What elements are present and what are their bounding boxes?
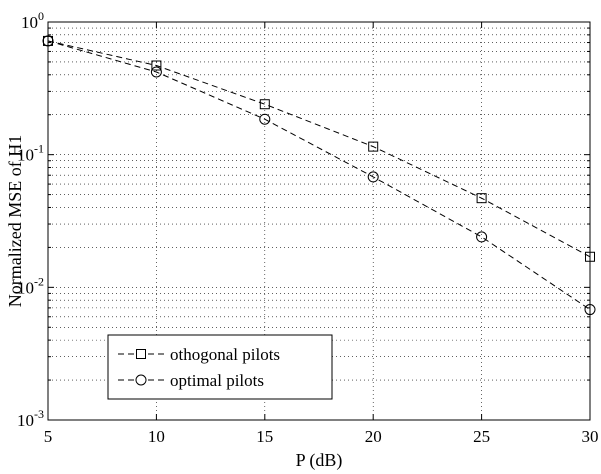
series-line xyxy=(47,40,591,258)
x-tick-label: 5 xyxy=(44,427,53,446)
y-tick-label: 100 xyxy=(21,9,44,32)
series-layer xyxy=(42,35,596,316)
data-point xyxy=(368,141,379,152)
data-point xyxy=(259,113,271,125)
y-tick-label: 10-3 xyxy=(17,407,44,430)
x-tick-label: 15 xyxy=(256,427,273,446)
data-point xyxy=(259,99,270,110)
y-axis-label: Normalized MSE of H1 xyxy=(5,135,25,307)
legend-label: othogonal pilots xyxy=(170,345,280,364)
x-tick-label: 10 xyxy=(148,427,165,446)
data-point xyxy=(476,231,488,243)
data-point xyxy=(150,66,162,78)
legend-marker-bg xyxy=(135,348,147,360)
data-point xyxy=(151,60,162,71)
legend-box xyxy=(107,334,333,400)
x-axis-label: P (dB) xyxy=(296,450,343,471)
y-tick-label: 10-1 xyxy=(17,142,44,165)
legend-marker xyxy=(135,374,147,386)
legend-item: othogonal pilots xyxy=(118,345,280,364)
legend: othogonal pilots optimal pilots xyxy=(107,334,333,400)
tick-labels: 5 10 15 20 25 30 10-3 10-2 10-1 100 xyxy=(17,9,599,446)
x-tick-label: 25 xyxy=(473,427,490,446)
legend-marker-bg xyxy=(135,374,147,386)
ticks xyxy=(47,22,591,421)
legend-item: optimal pilots xyxy=(118,371,264,390)
x-tick-label: 20 xyxy=(365,427,382,446)
x-tick-label: 30 xyxy=(582,427,599,446)
legend-marker xyxy=(136,349,146,359)
data-point xyxy=(476,193,487,204)
series-1 xyxy=(43,35,595,262)
plot-frame xyxy=(47,21,591,421)
y-tick-label: 10-2 xyxy=(17,274,44,297)
data-point xyxy=(367,171,379,183)
legend-label: optimal pilots xyxy=(170,371,264,390)
series-line xyxy=(47,40,591,310)
